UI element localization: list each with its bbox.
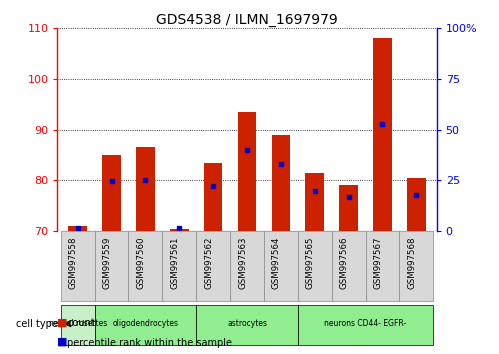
Text: ■: ■ — [57, 318, 68, 327]
Bar — [162, 231, 196, 301]
Text: ■: ■ — [57, 337, 68, 347]
Bar — [271, 135, 290, 231]
Bar — [102, 155, 121, 231]
Text: GSM997562: GSM997562 — [204, 236, 213, 289]
Bar — [136, 147, 155, 231]
Text: neural rosettes: neural rosettes — [48, 319, 107, 328]
Bar — [129, 231, 162, 301]
Bar — [61, 305, 95, 344]
Text: count: count — [67, 318, 95, 328]
Bar — [298, 305, 433, 344]
Text: cell type: cell type — [16, 319, 58, 329]
Text: oligodendrocytes: oligodendrocytes — [112, 319, 179, 328]
Title: GDS4538 / ILMN_1697979: GDS4538 / ILMN_1697979 — [156, 13, 338, 27]
Bar — [332, 231, 365, 301]
Bar — [373, 39, 392, 231]
Text: GSM997560: GSM997560 — [136, 236, 145, 289]
Bar — [298, 231, 332, 301]
Bar — [68, 226, 87, 231]
Text: percentile rank within the sample: percentile rank within the sample — [67, 338, 233, 348]
Text: GSM997568: GSM997568 — [407, 236, 416, 289]
Bar — [170, 229, 189, 231]
Bar — [339, 185, 358, 231]
Text: GSM997566: GSM997566 — [340, 236, 349, 289]
Text: GSM997564: GSM997564 — [272, 236, 281, 289]
Text: astrocytes: astrocytes — [227, 319, 267, 328]
Text: GSM997565: GSM997565 — [306, 236, 315, 289]
Bar — [230, 231, 264, 301]
Bar — [264, 231, 298, 301]
Bar — [204, 162, 223, 231]
Text: GSM997563: GSM997563 — [238, 236, 247, 289]
Text: GSM997558: GSM997558 — [69, 236, 78, 289]
Bar — [196, 231, 230, 301]
Bar — [61, 231, 95, 301]
Bar — [196, 305, 298, 344]
Text: GSM997561: GSM997561 — [170, 236, 179, 289]
Bar — [95, 231, 129, 301]
Bar — [365, 231, 399, 301]
Text: GSM997559: GSM997559 — [103, 236, 112, 289]
Bar — [95, 305, 196, 344]
Bar — [305, 173, 324, 231]
Text: GSM997567: GSM997567 — [373, 236, 382, 289]
Bar — [399, 231, 433, 301]
Bar — [407, 178, 426, 231]
Bar — [238, 112, 256, 231]
Text: neurons CD44- EGFR-: neurons CD44- EGFR- — [324, 319, 407, 328]
